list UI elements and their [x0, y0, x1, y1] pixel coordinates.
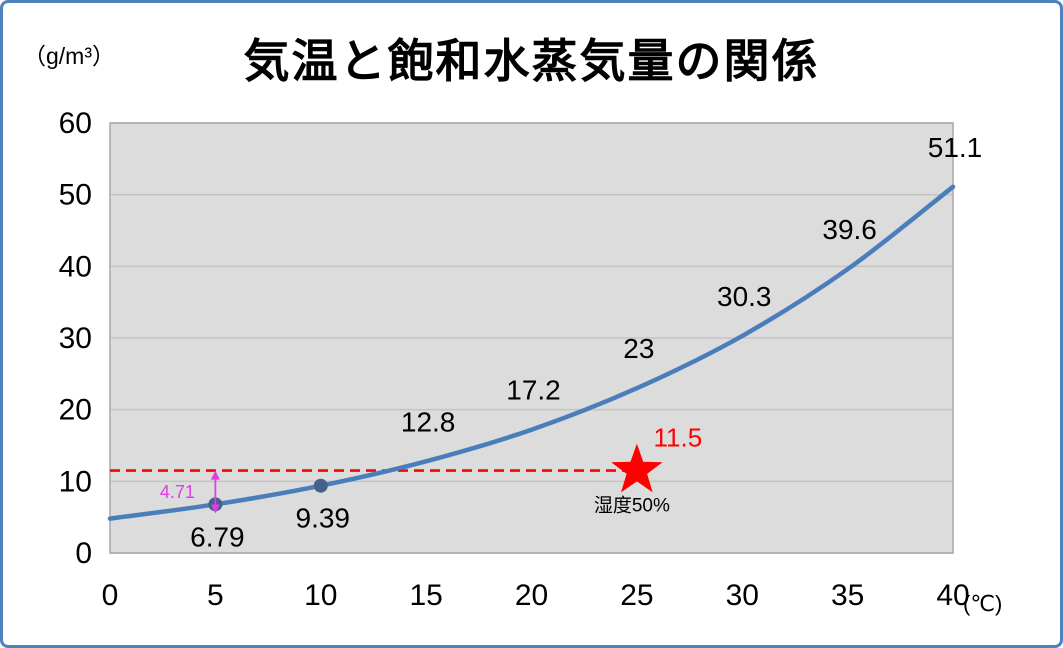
- star-value-label: 11.5: [654, 423, 703, 453]
- humidity-label: 湿度50%: [594, 495, 670, 517]
- point-label: 23: [623, 333, 654, 364]
- y-tick-label: 50: [59, 179, 92, 212]
- point-label: 39.6: [822, 214, 877, 245]
- x-tick-label: 10: [304, 579, 337, 612]
- x-tick-label: 5: [207, 579, 224, 612]
- saturation-curve: [107, 184, 956, 521]
- point-label: 30.3: [717, 281, 772, 312]
- x-tick-label: 40: [936, 579, 969, 612]
- y-tick-label: 40: [59, 250, 92, 283]
- y-tick-label: 60: [59, 107, 92, 140]
- point-label: 51.1: [928, 132, 983, 163]
- point-label: 12.8: [401, 406, 456, 437]
- x-tick-label: 35: [831, 579, 864, 612]
- point-label: 6.79: [190, 521, 245, 552]
- chart-plot-area: 4.71 11.5 湿度50% 6.79 9.39 12.8 17.2 23 30.3 39.6 5…: [59, 107, 983, 612]
- chart-title: 気温と飽和水蒸気量の関係: [243, 35, 820, 87]
- y-tick-label: 30: [59, 322, 92, 355]
- diff-arrow-label: 4.71: [160, 482, 195, 502]
- x-tick-label: 0: [102, 579, 119, 612]
- plot-border: [109, 122, 954, 554]
- y-tick-label: 0: [75, 537, 92, 570]
- x-tick-label: 15: [409, 579, 442, 612]
- x-tick-label: 25: [620, 579, 653, 612]
- y-tick-label: 20: [59, 394, 92, 427]
- x-axis-unit-label: (℃): [963, 591, 1003, 616]
- diff-arrow-head-up: [210, 470, 220, 480]
- x-tick-label: 30: [726, 579, 759, 612]
- point-label: 9.39: [296, 503, 351, 534]
- x-tick-label: 20: [515, 579, 548, 612]
- y-tick-label: 10: [59, 465, 92, 498]
- data-point-marker: [313, 478, 328, 493]
- star-icon: [611, 443, 663, 493]
- diff-arrow-head-down: [210, 504, 220, 514]
- y-axis-unit-label: （g/m³）: [23, 43, 115, 69]
- point-label: 17.2: [506, 375, 561, 406]
